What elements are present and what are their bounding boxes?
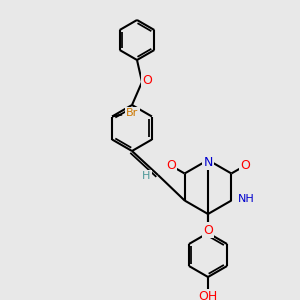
Text: O: O	[142, 74, 152, 88]
Text: O: O	[240, 159, 250, 172]
Text: O: O	[166, 159, 176, 172]
Text: H: H	[142, 171, 150, 181]
Text: O: O	[203, 224, 213, 236]
Text: N: N	[203, 155, 213, 169]
Text: OH: OH	[198, 290, 218, 300]
Text: NH: NH	[237, 194, 254, 203]
Text: Br: Br	[126, 109, 138, 118]
